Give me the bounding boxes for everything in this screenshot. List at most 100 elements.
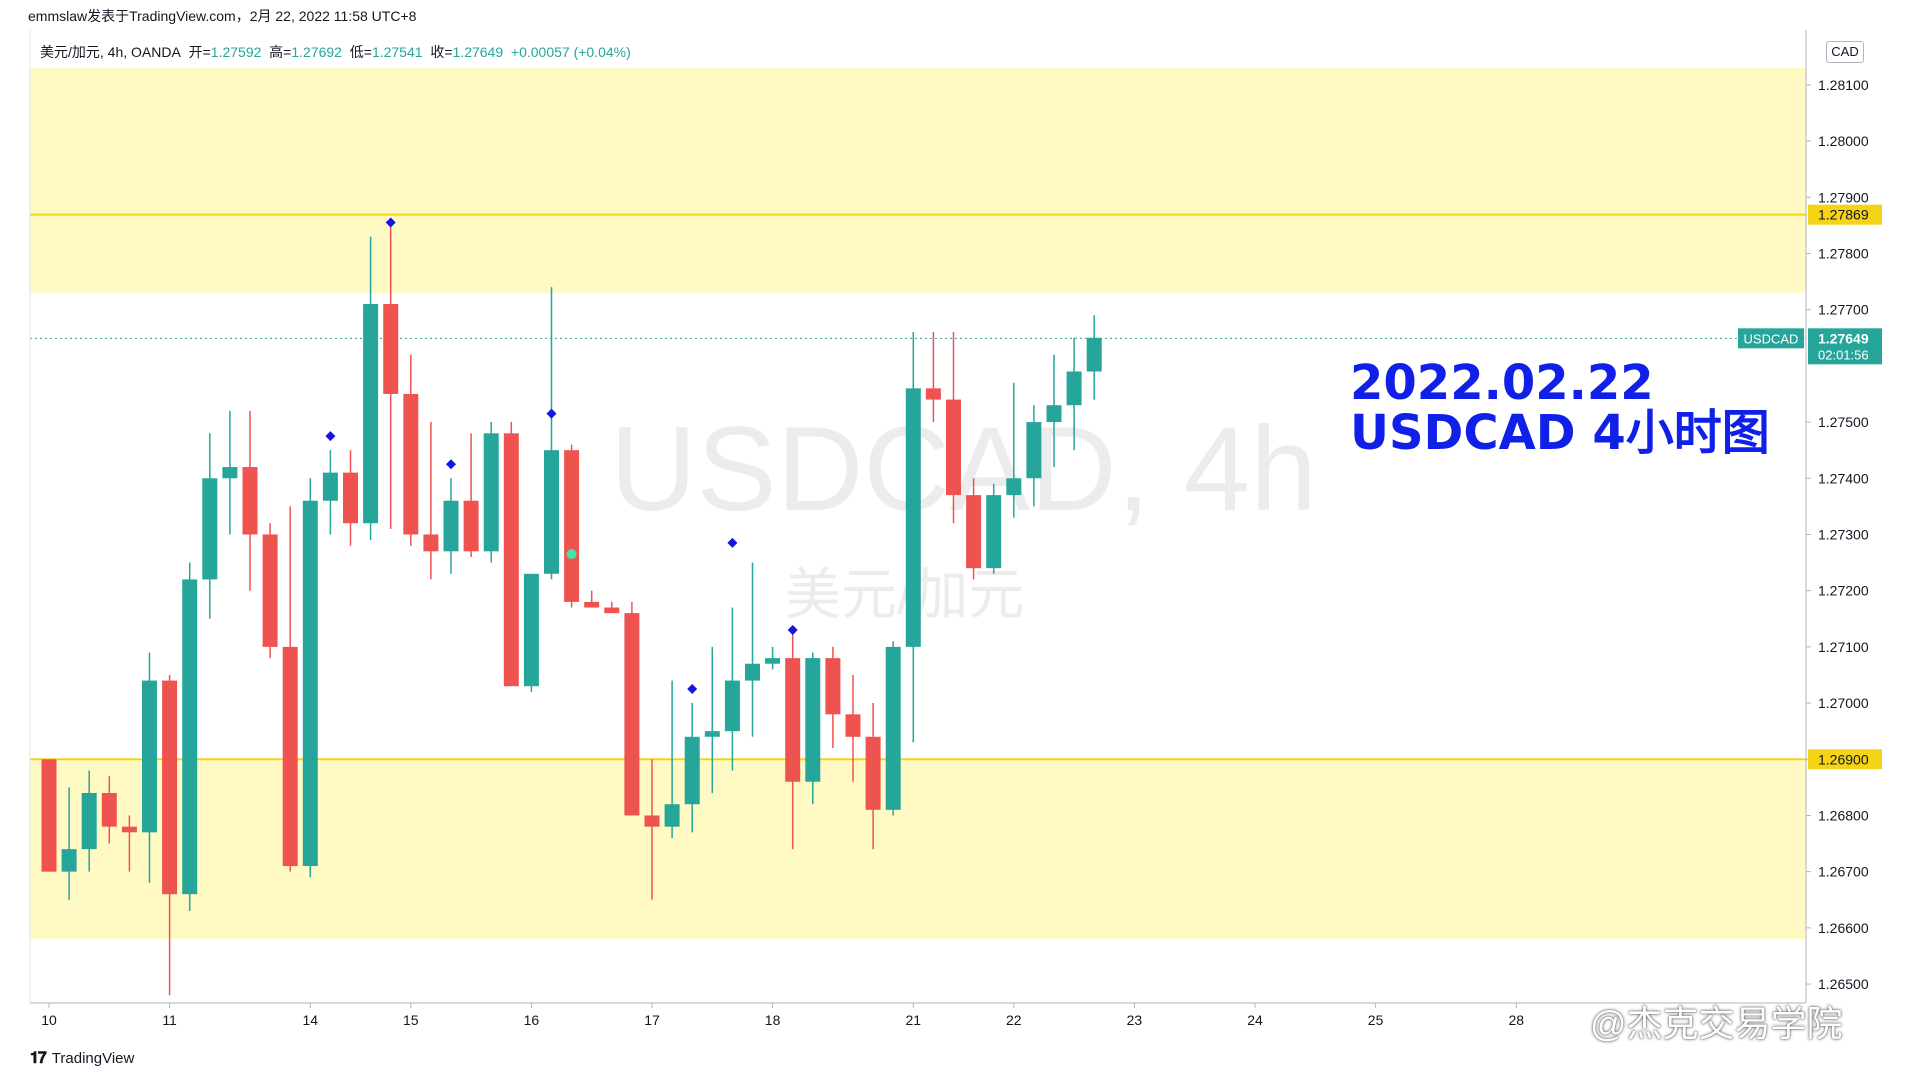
candle-body bbox=[644, 815, 660, 827]
candle-body bbox=[443, 500, 459, 552]
candle bbox=[966, 478, 982, 580]
x-tick-label: 17 bbox=[644, 1012, 660, 1028]
level-price-label: 1.27869 bbox=[1818, 207, 1869, 223]
candle bbox=[463, 433, 479, 557]
candle bbox=[182, 562, 198, 911]
y-tick-label: 1.27100 bbox=[1818, 639, 1869, 655]
candle bbox=[724, 607, 740, 771]
legend-high: 1.27692 bbox=[291, 44, 342, 60]
date-annotation: 2022.02.22 USDCAD 4小时图 bbox=[1350, 358, 1770, 458]
candle-body bbox=[1046, 405, 1062, 423]
candle-body bbox=[463, 500, 479, 552]
candle-body bbox=[805, 658, 821, 782]
candle bbox=[845, 674, 861, 782]
candle-body bbox=[503, 433, 519, 687]
candle-body bbox=[423, 534, 439, 552]
signal-diamond-marker bbox=[325, 431, 336, 442]
legend-low-label: 低= bbox=[349, 44, 372, 60]
x-tick-label: 25 bbox=[1368, 1012, 1384, 1028]
candle bbox=[81, 770, 97, 872]
candle-body bbox=[765, 658, 781, 664]
currency-button[interactable]: CAD bbox=[1826, 41, 1864, 63]
symbol-label: USDCAD bbox=[1744, 331, 1799, 346]
candle bbox=[222, 410, 238, 535]
candle-body bbox=[664, 804, 680, 827]
annotation-title: USDCAD 4小时图 bbox=[1350, 405, 1770, 461]
candle-body bbox=[604, 607, 620, 614]
candle bbox=[403, 354, 419, 546]
candle bbox=[1086, 315, 1102, 400]
last-price-label-bg bbox=[1808, 328, 1882, 365]
level-price-label-bg bbox=[1808, 204, 1882, 225]
candle-body bbox=[1006, 478, 1022, 496]
legend-close: 1.27649 bbox=[452, 44, 504, 60]
candle bbox=[544, 287, 559, 580]
candle bbox=[1046, 354, 1062, 468]
candle bbox=[202, 433, 218, 619]
candle-body bbox=[966, 495, 982, 569]
legend-close-label: 收= bbox=[430, 44, 453, 60]
candle bbox=[825, 646, 841, 749]
candle bbox=[905, 332, 921, 743]
candle-body bbox=[986, 495, 1002, 569]
y-tick-label: 1.27700 bbox=[1818, 302, 1869, 318]
candle bbox=[925, 332, 941, 423]
candle bbox=[363, 236, 379, 541]
candle-body bbox=[785, 658, 801, 782]
candle bbox=[101, 776, 117, 844]
y-tick-label: 1.28000 bbox=[1818, 133, 1869, 149]
candle bbox=[343, 450, 358, 546]
candle-body bbox=[1086, 337, 1102, 372]
y-tick-label: 1.27900 bbox=[1818, 189, 1869, 205]
signal-diamond-marker bbox=[727, 537, 738, 548]
x-tick-label: 14 bbox=[303, 1012, 319, 1028]
candle bbox=[745, 562, 760, 737]
candle bbox=[322, 450, 338, 535]
candle bbox=[1026, 405, 1042, 507]
legend-low: 1.27541 bbox=[371, 44, 423, 60]
candle-body bbox=[242, 467, 258, 535]
candle-body bbox=[403, 393, 419, 535]
candle-body bbox=[905, 388, 921, 647]
tradingview-brand[interactable]: 𝟏𝟕 TradingView bbox=[30, 1048, 134, 1068]
supply-demand-zone bbox=[30, 68, 1806, 293]
candle-body bbox=[222, 467, 238, 479]
candle-body bbox=[101, 792, 117, 827]
candle bbox=[1066, 337, 1082, 451]
legend-open: 1.27592 bbox=[210, 44, 262, 60]
candle bbox=[664, 680, 680, 838]
candle bbox=[142, 652, 157, 883]
y-tick-label: 1.27300 bbox=[1818, 526, 1869, 542]
candle-body bbox=[885, 646, 901, 810]
candle bbox=[423, 422, 439, 580]
candle bbox=[765, 646, 781, 670]
signal-diamond-marker bbox=[446, 459, 456, 470]
candle-body bbox=[383, 304, 399, 394]
legend-high-label: 高= bbox=[269, 44, 292, 60]
candle bbox=[624, 601, 640, 816]
candle-body bbox=[523, 573, 539, 687]
countdown-label: 02:01:56 bbox=[1818, 347, 1869, 362]
x-tick-label: 16 bbox=[524, 1012, 540, 1028]
candle-body bbox=[41, 759, 57, 872]
candle bbox=[262, 523, 278, 659]
description-watermark: 美元/加元 bbox=[785, 563, 1025, 626]
weibo-watermark: @杰克交易学院 bbox=[1590, 1003, 1843, 1044]
candle-body bbox=[564, 450, 580, 602]
y-tick-label: 1.27800 bbox=[1818, 245, 1869, 261]
candle-body bbox=[584, 601, 600, 608]
candle-body bbox=[282, 646, 298, 867]
y-tick-label: 1.26700 bbox=[1818, 864, 1869, 880]
x-tick-label: 22 bbox=[1006, 1012, 1022, 1028]
candle-body bbox=[946, 399, 961, 496]
x-tick-label: 15 bbox=[403, 1012, 419, 1028]
candle-body bbox=[81, 792, 97, 850]
candle-body bbox=[1026, 422, 1042, 479]
candle bbox=[946, 332, 961, 524]
x-tick-label: 21 bbox=[906, 1012, 922, 1028]
candle-body bbox=[363, 304, 379, 524]
candle bbox=[785, 630, 801, 850]
level-price-label-bg bbox=[1808, 749, 1882, 770]
candle-body bbox=[925, 388, 941, 400]
